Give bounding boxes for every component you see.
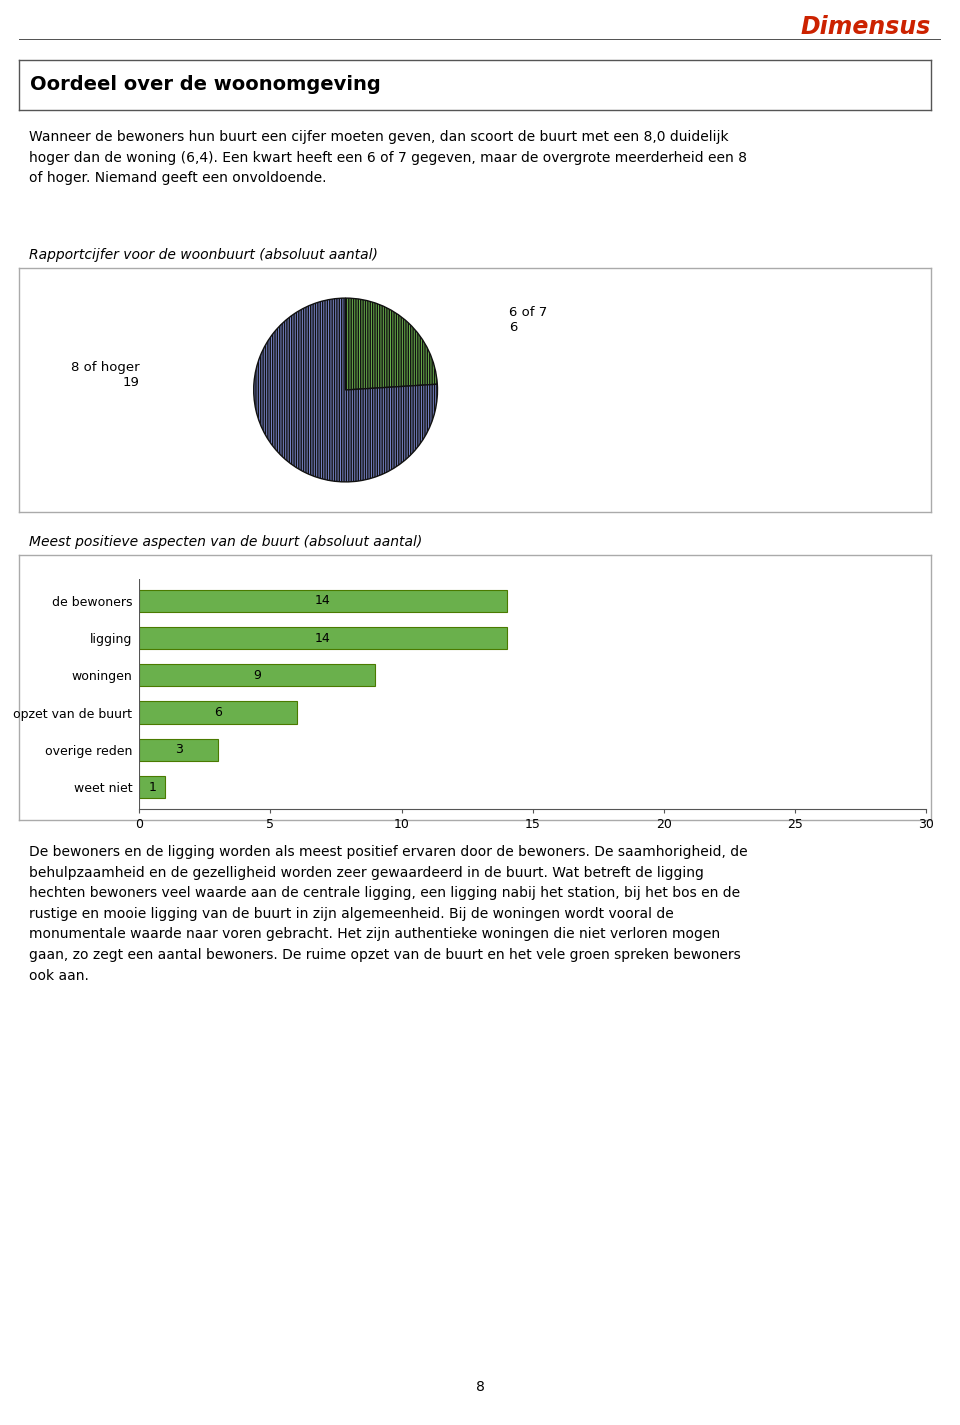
Bar (139, 664, 375, 687)
Text: 14: 14 (315, 631, 331, 644)
Text: De bewoners en de ligging worden als meest positief ervaren door de bewoners. De: De bewoners en de ligging worden als mee… (29, 845, 748, 983)
Text: Wanneer de bewoners hun buurt een cijfer moeten geven, dan scoort de buurt met e: Wanneer de bewoners hun buurt een cijfer… (29, 130, 747, 185)
Text: 8: 8 (475, 1379, 485, 1394)
Bar (139, 775, 165, 798)
Wedge shape (346, 298, 438, 390)
Wedge shape (253, 298, 438, 482)
Text: Rapportcijfer voor de woonbuurt (absoluut aantal): Rapportcijfer voor de woonbuurt (absoluu… (29, 248, 377, 262)
Text: 14: 14 (315, 594, 331, 607)
Text: 1: 1 (149, 781, 156, 794)
Text: 3: 3 (175, 744, 182, 757)
Text: Meest positieve aspecten van de buurt (absoluut aantal): Meest positieve aspecten van de buurt (a… (29, 534, 422, 549)
Text: Oordeel over de woonomgeving: Oordeel over de woonomgeving (30, 76, 381, 94)
Text: 8 of hoger
19: 8 of hoger 19 (71, 361, 139, 389)
Bar (139, 701, 297, 724)
Text: 9: 9 (253, 668, 261, 681)
Bar (139, 590, 507, 611)
Bar (139, 627, 507, 650)
Text: 6: 6 (214, 705, 222, 720)
Text: 6 of 7
6: 6 of 7 6 (509, 306, 547, 333)
Bar (139, 738, 218, 761)
Text: Dimensus: Dimensus (801, 14, 931, 38)
